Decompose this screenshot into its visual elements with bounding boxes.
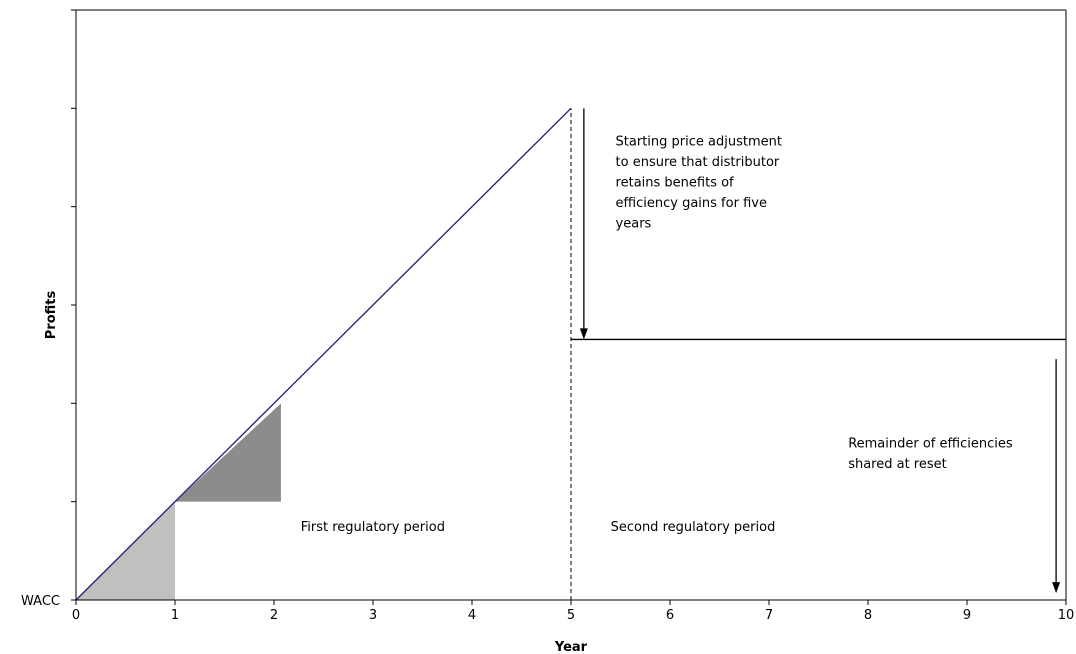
annotation-1: Starting price adjustment to ensure that … [616, 135, 782, 232]
y-baseline-label: WACC [21, 594, 60, 609]
arrows-layer [579, 108, 1061, 594]
x-tick-label: 0 [72, 608, 80, 623]
shapes-layer [76, 403, 281, 600]
x-tick-label: 10 [1058, 608, 1075, 623]
ticks-layer: 0 1 2 3 4 5 6 7 8 9 10 [71, 9, 1075, 623]
x-tick-label: 6 [666, 608, 674, 623]
annotations-layer: Starting price adjustment to ensure that … [301, 135, 1013, 535]
annotation-2: Remainder of efficiencies shared at reset [848, 437, 1013, 473]
annotation-line: Second regulatory period [611, 520, 776, 535]
annotation-line: retains benefits of [616, 176, 735, 191]
x-tick-label: 8 [864, 608, 872, 623]
shaded-triangle-2 [175, 403, 281, 502]
annotation-line: shared at reset [848, 457, 947, 472]
x-axis-title: Year [554, 640, 588, 654]
series-line-1 [75, 107, 572, 601]
annotation-line: to ensure that distributor [616, 155, 780, 170]
x-tick-label: 5 [567, 608, 575, 623]
labels-layer: Year Profits WACC [21, 291, 588, 654]
x-tick-label: 4 [468, 608, 476, 623]
x-tick-label: 9 [963, 608, 971, 623]
x-tick-label: 1 [171, 608, 179, 623]
x-tick-label: 2 [270, 608, 278, 623]
annotation-3: First regulatory period [301, 520, 445, 535]
annotation-4: Second regulatory period [611, 520, 776, 535]
lines-layer [75, 107, 1066, 601]
y-axis-title: Profits [44, 291, 59, 340]
arrow-head-2 [1052, 582, 1061, 594]
annotation-line: efficiency gains for five [616, 196, 767, 211]
annotation-line: First regulatory period [301, 520, 445, 535]
annotation-line: years [616, 217, 652, 232]
arrow-head-1 [579, 328, 588, 340]
x-tick-label: 3 [369, 608, 377, 623]
x-tick-label: 7 [765, 608, 773, 623]
annotation-line: Remainder of efficiencies [848, 437, 1013, 452]
annotation-line: Starting price adjustment [616, 135, 782, 150]
